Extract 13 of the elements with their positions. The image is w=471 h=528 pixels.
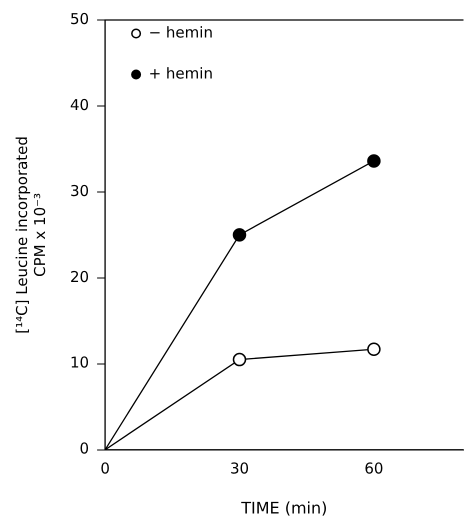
y-axis-title: [¹⁴C] Leucine incorporated CPM x 10⁻³ [12, 136, 49, 334]
y-tick-label: 10 [70, 354, 90, 372]
x-tick-label: 30 [230, 460, 250, 478]
legend-label: − hemin [148, 23, 213, 42]
x-tick-label: 0 [100, 460, 110, 478]
legend-label: + hemin [148, 64, 213, 82]
x-axis-title: TIME (min) [240, 498, 328, 518]
y-tick-label: 50 [70, 10, 90, 28]
y-tick-label: 20 [70, 268, 90, 286]
y-tick-label: 40 [70, 96, 90, 114]
y-tick-label: 30 [70, 182, 90, 200]
x-tick-label: 60 [364, 460, 384, 478]
y-tick-label: 0 [80, 440, 90, 458]
